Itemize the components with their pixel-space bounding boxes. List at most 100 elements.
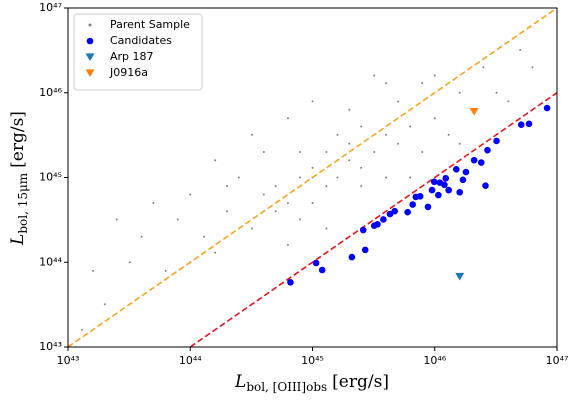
point [298, 176, 301, 179]
point [237, 176, 240, 179]
point [421, 82, 424, 85]
point [311, 166, 314, 169]
point [348, 253, 356, 261]
legend-box [73, 13, 203, 91]
point [531, 66, 534, 69]
x-tick-label: 10⁴⁶ [423, 354, 446, 367]
reference-line [68, 8, 557, 347]
point [152, 202, 155, 205]
point [189, 193, 192, 196]
legend-label: J0916a [109, 66, 148, 79]
y-tick-label: 10⁴⁶ [39, 86, 62, 99]
point [543, 104, 551, 112]
legend-marker [85, 53, 95, 62]
y-tick-label: 10⁴⁵ [39, 171, 62, 184]
point [409, 176, 412, 179]
point [214, 159, 217, 162]
point [373, 74, 376, 77]
point [251, 133, 254, 136]
point [91, 269, 94, 272]
point [462, 168, 470, 176]
point [287, 278, 294, 286]
legend-marker [85, 69, 95, 78]
point [430, 178, 438, 186]
point [373, 150, 376, 153]
x-tick-label: 10⁴⁷ [546, 354, 569, 367]
point [360, 125, 363, 128]
point [115, 218, 118, 221]
point [226, 185, 229, 188]
point [311, 100, 314, 103]
point [519, 48, 522, 51]
x-tick-label: 10⁴⁵ [301, 354, 324, 367]
point [274, 185, 277, 188]
x-tick-label: 10⁴⁴ [179, 354, 202, 367]
point [525, 120, 533, 128]
point [360, 166, 363, 169]
plot-frame [67, 7, 558, 348]
point [442, 174, 450, 182]
point [128, 261, 131, 264]
plot-area [68, 8, 557, 347]
point [458, 142, 461, 145]
point [459, 176, 467, 184]
legend-label: Arp 187 [110, 50, 154, 63]
y-tick-label: 10⁴³ [39, 340, 62, 353]
point [385, 82, 388, 85]
point [416, 193, 424, 200]
point [385, 176, 388, 179]
point [484, 146, 491, 154]
point [452, 165, 460, 173]
point [359, 226, 367, 234]
point [348, 142, 351, 145]
point [385, 133, 388, 136]
point [482, 182, 489, 190]
point [361, 246, 369, 254]
point [298, 218, 301, 221]
point [380, 216, 387, 223]
point [164, 269, 167, 272]
point [214, 251, 217, 254]
point [482, 66, 485, 69]
point [80, 328, 83, 331]
y-axis-label: Lbol, 15μm[erg/s] [8, 111, 30, 246]
point [409, 125, 412, 128]
point [495, 91, 498, 94]
point [433, 117, 436, 120]
point [455, 272, 465, 281]
point [433, 74, 436, 77]
point [348, 159, 351, 162]
legend-label: Parent Sample [110, 18, 190, 31]
point [203, 235, 206, 238]
point [421, 150, 424, 153]
point [396, 100, 399, 103]
point [456, 188, 464, 196]
point [507, 100, 510, 103]
point [176, 218, 179, 221]
point [435, 191, 442, 199]
reference-line [189, 92, 557, 347]
point [286, 117, 289, 120]
point [336, 133, 339, 136]
legend-marker [86, 37, 94, 45]
point [336, 176, 339, 179]
legend-marker [88, 23, 92, 27]
point [262, 193, 265, 196]
point [318, 266, 326, 274]
point [391, 207, 398, 215]
point [274, 210, 277, 213]
point [469, 107, 479, 116]
y-tick-label: 10⁴⁴ [39, 255, 62, 268]
point [374, 221, 381, 228]
point [286, 243, 289, 246]
point [262, 150, 265, 153]
point [325, 227, 328, 230]
point [470, 156, 478, 164]
point [477, 159, 485, 166]
point [226, 210, 229, 213]
point [348, 108, 351, 111]
point [409, 201, 416, 208]
legend-label: Candidates [110, 34, 172, 47]
point [251, 227, 254, 230]
